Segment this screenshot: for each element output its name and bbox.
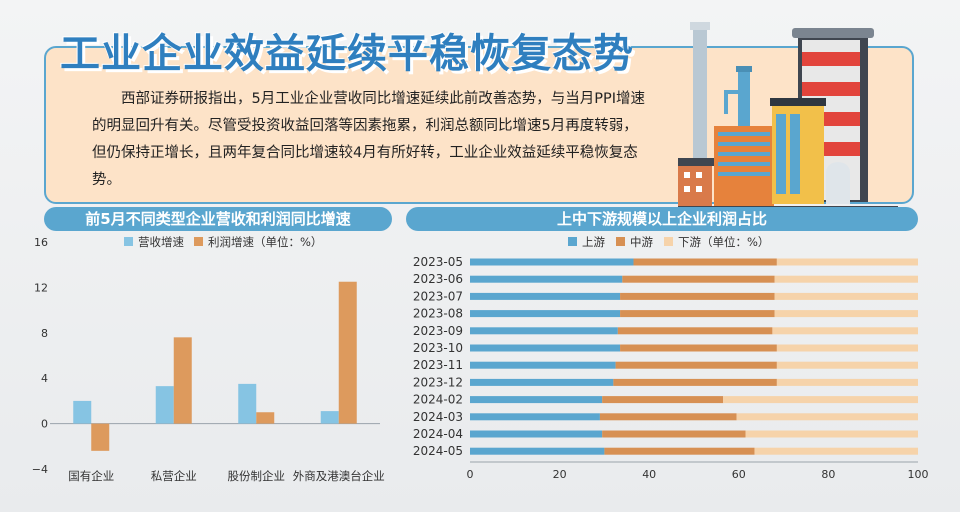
legend-label: 上游 [582,235,605,249]
row-label: 2023-09 [413,324,463,338]
y-tick-label: 8 [41,327,48,340]
stacked-segment-upstream [470,430,603,438]
stacked-segment-upstream [470,327,618,335]
stacked-segment-downstream [776,361,918,369]
stacked-segment-upstream [470,344,621,352]
legend-swatch [194,237,203,246]
legend-swatch [568,237,577,246]
stacked-segment-midstream [602,430,746,438]
y-tick-label: −4 [32,463,48,476]
x-tick-label: 60 [732,468,746,481]
x-tick-label: 100 [908,468,929,481]
legend-label: 中游 [630,235,653,249]
stacked-segment-downstream [745,430,918,438]
stacked-segment-downstream [774,275,918,283]
y-tick-label: 16 [34,236,48,249]
legend-swatch [616,237,625,246]
category-label: 国有企业 [68,469,114,483]
stacked-segment-downstream [774,292,918,300]
stacked-segment-midstream [613,378,777,386]
stacked-segment-upstream [470,275,623,283]
y-tick-label: 0 [41,418,48,431]
stacked-segment-upstream [470,292,621,300]
stacked-segment-midstream [620,310,775,318]
stacked-segment-downstream [774,310,918,318]
x-tick-label: 20 [553,468,567,481]
stacked-segment-midstream [599,413,737,421]
row-label: 2023-05 [413,255,463,269]
bar-chart-title: 前5月不同类型企业营收和利润同比增速 [44,207,392,231]
row-label: 2024-02 [413,393,463,407]
stacked-segment-downstream [772,327,918,335]
bar-revenue [238,383,257,424]
legend-label: 利润增速（单位：%） [208,235,322,249]
bar-profit [338,281,357,424]
stacked-segment-upstream [470,378,614,386]
row-label: 2023-06 [413,272,463,286]
bar-profit [256,412,275,424]
row-label: 2023-11 [413,358,463,372]
stacked-segment-midstream [620,292,775,300]
x-tick-label: 40 [642,468,656,481]
legend-label: 下游（单位：%） [678,235,769,249]
stacked-segment-upstream [470,310,621,318]
stacked-segment-midstream [617,327,773,335]
stacked-segment-midstream [615,361,777,369]
stacked-segment-downstream [776,378,918,386]
page-title: 工业企业效益延续平稳恢复态势 [60,31,634,77]
bar-revenue [73,400,92,424]
bar-revenue [320,411,339,424]
stacked-segment-upstream [470,361,616,369]
stacked-segment-downstream [776,258,918,266]
legend-swatch [124,237,133,246]
stacked-segment-midstream [604,447,755,455]
stacked-segment-upstream [470,447,605,455]
intro-paragraph: 西部证券研报指出，5月工业企业营收同比增速延续此前改善态势，与当月PPI增速的明… [92,91,645,188]
stacked-segment-upstream [470,396,603,404]
factory-illustration [678,22,898,210]
row-label: 2023-08 [413,307,463,321]
stacked-segment-midstream [620,344,777,352]
row-label: 2024-03 [413,410,463,424]
y-tick-label: 4 [41,372,48,385]
legend-swatch [664,237,673,246]
stacked-segment-downstream [736,413,918,421]
revenue-profit-bar-chart: −4 0 4 8 12 16 国有企业 私营企业 股份制企业 外商及港澳台企业 营收增速 利润增速（单… [32,235,385,483]
y-tick-label: 12 [34,281,48,294]
category-label: 股份制企业 [228,469,286,483]
stacked-segment-upstream [470,258,634,266]
row-label: 2024-04 [413,427,463,441]
stacked-chart-title: 上中下游规模以上企业利润占比 [406,207,918,231]
stacked-segment-downstream [754,447,918,455]
category-label: 外商及港澳台企业 [293,469,385,483]
legend-label: 营收增速 [138,235,184,249]
category-label: 私营企业 [151,469,197,483]
stacked-segment-upstream [470,413,600,421]
row-label: 2023-10 [413,341,463,355]
x-tick-label: 80 [821,468,835,481]
bar-profit [173,337,192,424]
stacked-segment-midstream [622,275,775,283]
stacked-segment-midstream [633,258,777,266]
bar-revenue [155,386,174,424]
stacked-segment-midstream [602,396,724,404]
stacked-segment-downstream [776,344,918,352]
row-label: 2023-12 [413,375,463,389]
row-label: 2023-07 [413,289,463,303]
stacked-segment-downstream [723,396,918,404]
bar-profit [91,423,110,451]
row-label: 2024-05 [413,444,463,458]
x-tick-label: 0 [467,468,474,481]
